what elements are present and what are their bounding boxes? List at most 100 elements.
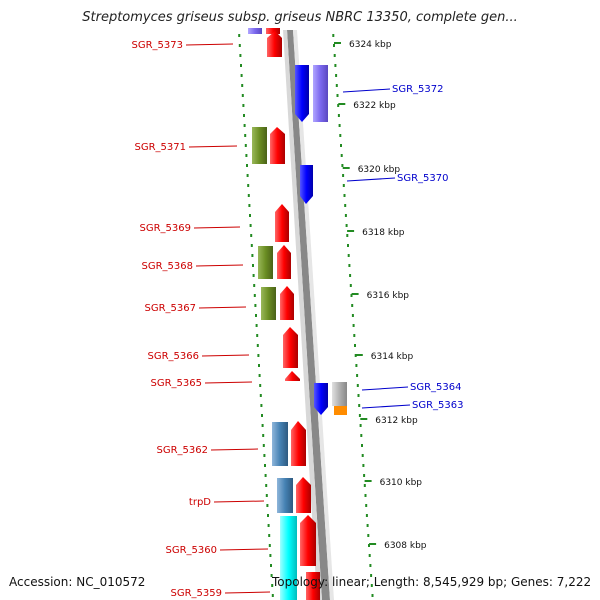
- gene-label-leader: [185, 43, 234, 46]
- gene-sgr5371-olive[interactable]: [252, 127, 267, 164]
- rail-dot: [254, 304, 257, 307]
- scale-tick: [347, 230, 355, 232]
- rail-dot: [341, 164, 344, 167]
- rail-dot: [264, 474, 267, 477]
- gene-features: [248, 28, 347, 600]
- gene-label[interactable]: SGR_5366: [148, 351, 200, 362]
- backbone-shadow: [283, 30, 322, 600]
- backbone: [287, 30, 330, 600]
- rail-dot: [337, 114, 340, 117]
- gene-sgr5360-cyan[interactable]: [280, 516, 297, 600]
- rail-dot: [265, 494, 268, 497]
- gene-label[interactable]: SGR_5365: [151, 378, 203, 389]
- rail-dot: [261, 414, 263, 417]
- rail-dot: [367, 534, 370, 537]
- gene-label-leader: [224, 591, 271, 594]
- rail-dot: [269, 554, 272, 557]
- rail-dot: [241, 84, 244, 87]
- gene-sgr5367-olive[interactable]: [261, 287, 276, 320]
- gene-label[interactable]: SGR_5367: [145, 303, 197, 314]
- gene-label[interactable]: SGR_5364: [410, 382, 462, 393]
- scale-label: 6318 kbp: [362, 228, 405, 238]
- gene-sgr5370[interactable]: [300, 165, 313, 204]
- rail-dot: [267, 514, 269, 517]
- gene-label-leader: [361, 386, 409, 391]
- rail-dot: [340, 154, 343, 157]
- gene-sgr5369[interactable]: [275, 204, 289, 242]
- gene-label[interactable]: SGR_5368: [142, 261, 194, 272]
- reverse-gene-labels: SGR_5372 SGR_5370 SGR_5364 SGR_5363: [342, 84, 464, 411]
- forward-gene-labels: SGR_5373 SGR_5371 SGR_5369 SGR_5368 SGR_5367…: [132, 40, 271, 599]
- gene-trpd[interactable]: [296, 477, 311, 513]
- gene-sgr5366[interactable]: [283, 327, 298, 368]
- scale-label: 6308 kbp: [384, 541, 427, 551]
- gene-sgr5372-lavender[interactable]: [313, 65, 328, 122]
- gene-label[interactable]: SGR_5362: [157, 445, 209, 456]
- gene-top-red[interactable]: [266, 28, 280, 34]
- rail-dot: [240, 64, 242, 67]
- gene-label-leader: [219, 548, 269, 551]
- rail-dot: [251, 254, 254, 257]
- gene-sgr5363[interactable]: [334, 406, 347, 415]
- gene-sgr5368-olive[interactable]: [258, 246, 273, 279]
- gene-sgr5367[interactable]: [280, 286, 294, 320]
- gene-label[interactable]: SGR_5370: [397, 173, 449, 184]
- gene-label[interactable]: SGR_5373: [132, 40, 184, 51]
- gene-label[interactable]: SGR_5363: [412, 400, 464, 411]
- gene-label[interactable]: SGR_5359: [171, 588, 223, 599]
- gene-sgr5364[interactable]: [314, 383, 328, 415]
- rail-dot: [243, 124, 246, 127]
- rail-dot: [356, 374, 359, 377]
- rail-dot: [348, 264, 351, 267]
- rail-dot: [268, 534, 271, 537]
- gene-sgr5372-blue[interactable]: [295, 65, 309, 122]
- gene-label[interactable]: trpD: [189, 497, 211, 508]
- rail-dot: [363, 484, 366, 487]
- rail-dot: [256, 334, 259, 337]
- rail-dot: [369, 564, 372, 567]
- gene-label-leader: [342, 88, 391, 93]
- rail-dot: [355, 364, 358, 367]
- rail-dot: [264, 464, 266, 467]
- gene-label[interactable]: SGR_5360: [166, 545, 218, 556]
- rail-dot: [270, 574, 273, 577]
- rail-dot: [340, 144, 342, 147]
- gene-sgr5368[interactable]: [277, 245, 291, 279]
- rail-dot: [365, 514, 368, 517]
- gene-sgr5371[interactable]: [270, 127, 285, 164]
- rail-dot: [346, 234, 349, 237]
- rail-dot: [255, 324, 258, 327]
- gene-top-lavender[interactable]: [248, 28, 262, 34]
- scale-tick: [351, 293, 359, 295]
- gene-sgr5365[interactable]: [285, 371, 300, 381]
- rail-dot: [362, 464, 365, 467]
- rail-dot: [360, 434, 363, 437]
- accession-text: Accession: NC_010572: [9, 575, 146, 589]
- rail-dot: [337, 104, 340, 107]
- gene-sgr5360[interactable]: [300, 515, 316, 566]
- rail-dot: [267, 524, 270, 527]
- gene-sgr5373[interactable]: [267, 31, 282, 57]
- gene-label[interactable]: SGR_5369: [140, 223, 192, 234]
- rail-dot: [371, 594, 374, 597]
- gene-label[interactable]: SGR_5371: [135, 142, 187, 153]
- rail-dot: [351, 304, 354, 307]
- gene-sgr5362[interactable]: [291, 421, 306, 466]
- gene-sgr5359[interactable]: [306, 572, 320, 600]
- tick-rail-right: [332, 34, 374, 597]
- rail-dot: [364, 494, 367, 497]
- rail-dot: [342, 184, 345, 187]
- rail-dot: [357, 394, 360, 397]
- gene-sgr5362-steel[interactable]: [272, 422, 288, 466]
- gene-label-leader: [361, 404, 411, 409]
- scale-label: 6320 kbp: [358, 165, 401, 175]
- rail-dot: [260, 404, 263, 407]
- gene-sgr5363-grey[interactable]: [332, 382, 347, 406]
- rail-dot: [250, 244, 253, 247]
- rail-dot: [259, 394, 262, 397]
- rail-dot: [244, 144, 247, 147]
- rail-dot: [363, 474, 366, 477]
- gene-label[interactable]: SGR_5372: [392, 84, 444, 95]
- gene-trpd-steel[interactable]: [277, 478, 293, 513]
- rail-dot: [345, 224, 348, 227]
